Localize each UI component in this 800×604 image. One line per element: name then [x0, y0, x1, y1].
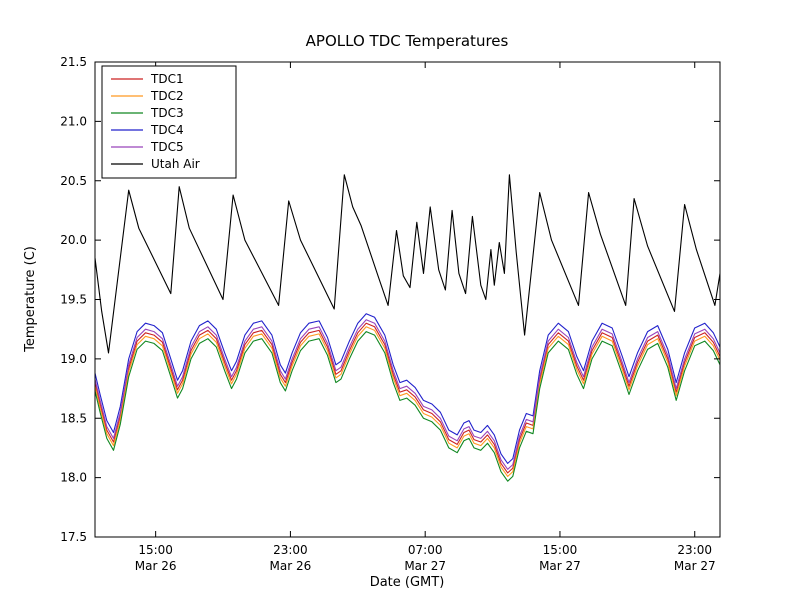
legend-label-tdc1: TDC1	[150, 72, 184, 86]
series-line-tdc2	[95, 326, 720, 477]
x-tick-label-time: 23:00	[677, 543, 712, 557]
legend-label-utah-air: Utah Air	[151, 157, 200, 171]
x-tick-label-date: Mar 27	[404, 559, 446, 573]
y-tick-label: 20.5	[60, 174, 87, 188]
axis-tick-labels: 17.5 18.0 18.5 19.0 19.5 20.0 20.5 21.0 21.5 15:0…	[60, 55, 715, 573]
x-tick-label-date: Mar 26	[135, 559, 177, 573]
y-tick-label: 21.5	[60, 55, 87, 69]
y-tick-label: 18.5	[60, 411, 87, 425]
y-tick-label: 19.0	[60, 352, 87, 366]
plot-frame	[94, 61, 721, 538]
series-line-tdc3	[95, 331, 720, 482]
y-tick-label: 17.5	[60, 530, 87, 544]
series-lines	[95, 174, 720, 482]
y-tick-label: 20.0	[60, 233, 87, 247]
y-tick-label: 21.0	[60, 114, 87, 128]
x-tick-label-time: 15:00	[543, 543, 578, 557]
legend: TDC1 TDC2 TDC3 TDC4 TDC5 Utah Air	[101, 65, 237, 179]
y-tick-label: 18.0	[60, 471, 87, 485]
legend-label-tdc5: TDC5	[150, 140, 184, 154]
legend-label-tdc2: TDC2	[150, 89, 184, 103]
legend-box	[101, 65, 237, 179]
legend-label-tdc4: TDC4	[150, 123, 184, 137]
chart-title: APOLLO TDC Temperatures	[306, 32, 509, 50]
x-tick-label-time: 23:00	[273, 543, 308, 557]
x-axis-label: Date (GMT)	[370, 575, 445, 590]
x-tick-label-date: Mar 26	[270, 559, 312, 573]
x-tick-label-date: Mar 27	[539, 559, 581, 573]
series-line-tdc5	[95, 319, 720, 470]
series-line-utah-air	[95, 174, 720, 354]
series-line-tdc4	[95, 313, 720, 464]
series-line-tdc1	[95, 322, 720, 474]
x-tick-label-date: Mar 27	[674, 559, 716, 573]
legend-label-tdc3: TDC3	[150, 106, 184, 120]
y-tick-label: 19.5	[60, 293, 87, 307]
x-tick-label-time: 15:00	[138, 543, 173, 557]
x-tick-label-time: 07:00	[408, 543, 443, 557]
y-axis-label: Temperature (C)	[23, 246, 38, 353]
